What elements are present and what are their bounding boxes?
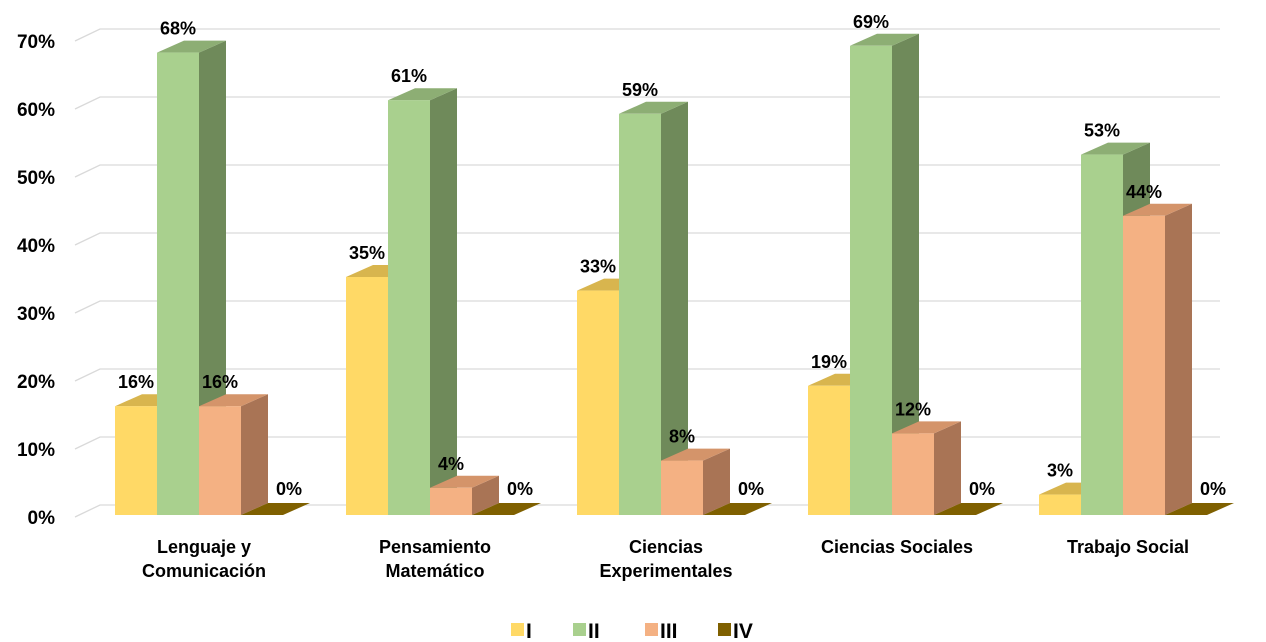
category-label: Comunicación bbox=[142, 561, 266, 581]
category-label: Matemático bbox=[385, 561, 484, 581]
legend-label: II bbox=[588, 620, 600, 642]
bar-side bbox=[934, 421, 961, 515]
bar-top bbox=[1081, 142, 1150, 155]
bar-top bbox=[241, 503, 310, 515]
data-label: 59% bbox=[622, 80, 658, 100]
bar-top bbox=[199, 394, 268, 407]
bar-side bbox=[472, 475, 499, 515]
data-label: 44% bbox=[1126, 182, 1162, 202]
bar bbox=[430, 487, 472, 515]
data-label: 35% bbox=[349, 243, 385, 263]
data-label: 61% bbox=[391, 66, 427, 86]
category-label: Pensamiento bbox=[379, 537, 491, 557]
y-tick-label: 50% bbox=[17, 168, 55, 189]
legend-swatch bbox=[573, 623, 586, 636]
data-label: 19% bbox=[811, 352, 847, 372]
y-axis-ticks: 0% 10% 20% 30% 40% 50% 60% 70% bbox=[17, 32, 55, 529]
data-label: 0% bbox=[1200, 479, 1226, 499]
bar-top bbox=[472, 503, 541, 515]
bar bbox=[619, 113, 661, 516]
bar-side bbox=[892, 33, 919, 516]
bar-top bbox=[661, 448, 730, 461]
bar-side bbox=[430, 88, 457, 515]
bar-top bbox=[703, 503, 772, 515]
gridline bbox=[74, 164, 1220, 178]
legend-label: I bbox=[526, 620, 532, 642]
gridline bbox=[74, 300, 1220, 314]
y-tick-label: 20% bbox=[17, 372, 55, 393]
data-label: 33% bbox=[580, 257, 616, 277]
data-labels: 16% 68% 16% 0% 35% 61% 4% 0% 33% 59% 8% 0% 19% 69% 12%… bbox=[118, 12, 1226, 499]
bar-side bbox=[661, 101, 688, 516]
data-label: 12% bbox=[895, 399, 931, 419]
category-labels: Lenguaje y Comunicación Pensamiento Matemát… bbox=[142, 537, 1189, 581]
bar-top bbox=[388, 88, 457, 101]
y-tick-label: 0% bbox=[28, 508, 56, 529]
bar-side bbox=[1165, 203, 1192, 516]
data-label: 0% bbox=[969, 479, 995, 499]
data-label: 0% bbox=[738, 479, 764, 499]
data-label: 68% bbox=[160, 19, 196, 39]
gridline bbox=[74, 232, 1220, 246]
data-label: 16% bbox=[202, 372, 238, 392]
bar bbox=[850, 45, 892, 516]
y-tick-label: 60% bbox=[17, 100, 55, 121]
bars bbox=[115, 33, 1234, 516]
bar bbox=[892, 433, 934, 515]
bar-top bbox=[892, 421, 961, 434]
category-label: Ciencias Sociales bbox=[821, 537, 973, 557]
bar-top bbox=[1123, 203, 1192, 216]
legend-swatch bbox=[718, 623, 731, 636]
bar bbox=[808, 385, 850, 515]
gridline bbox=[74, 96, 1220, 110]
data-label: 0% bbox=[276, 479, 302, 499]
legend-swatch bbox=[645, 623, 658, 636]
data-label: 4% bbox=[438, 454, 464, 474]
gridlines bbox=[74, 28, 1220, 518]
bar-top bbox=[1165, 503, 1234, 515]
bar bbox=[346, 277, 388, 515]
y-tick-label: 40% bbox=[17, 236, 55, 257]
legend: I II III IV bbox=[511, 620, 753, 642]
y-tick-label: 30% bbox=[17, 304, 55, 325]
category-label: Trabajo Social bbox=[1067, 537, 1189, 557]
bar bbox=[661, 460, 703, 515]
bar-side bbox=[199, 40, 226, 515]
data-label: 0% bbox=[507, 479, 533, 499]
data-label: 53% bbox=[1084, 121, 1120, 141]
category-label: Lenguaje y bbox=[157, 537, 251, 557]
gridline bbox=[74, 368, 1220, 382]
category-label: Ciencias bbox=[629, 537, 703, 557]
legend-label: III bbox=[660, 620, 678, 642]
bar-top bbox=[619, 101, 688, 114]
legend-label: IV bbox=[733, 620, 753, 642]
data-label: 8% bbox=[669, 427, 695, 447]
bar bbox=[115, 406, 157, 515]
bar bbox=[157, 52, 199, 515]
bar-top bbox=[850, 33, 919, 46]
y-tick-label: 70% bbox=[17, 32, 55, 53]
bar-side bbox=[703, 448, 730, 515]
bar bbox=[199, 406, 241, 515]
bar bbox=[1039, 494, 1081, 515]
gridline bbox=[74, 28, 1220, 42]
bar bbox=[1081, 154, 1123, 515]
data-label: 69% bbox=[853, 12, 889, 32]
bar-side bbox=[241, 394, 268, 515]
bar bbox=[388, 100, 430, 515]
bar bbox=[577, 290, 619, 515]
legend-swatch bbox=[511, 623, 524, 636]
bar-top bbox=[934, 503, 1003, 515]
bar-top bbox=[430, 475, 499, 488]
data-label: 3% bbox=[1047, 461, 1073, 481]
y-tick-label: 10% bbox=[17, 440, 55, 461]
bar-top bbox=[157, 40, 226, 53]
data-label: 16% bbox=[118, 372, 154, 392]
category-label: Experimentales bbox=[599, 561, 732, 581]
bar bbox=[1123, 215, 1165, 516]
